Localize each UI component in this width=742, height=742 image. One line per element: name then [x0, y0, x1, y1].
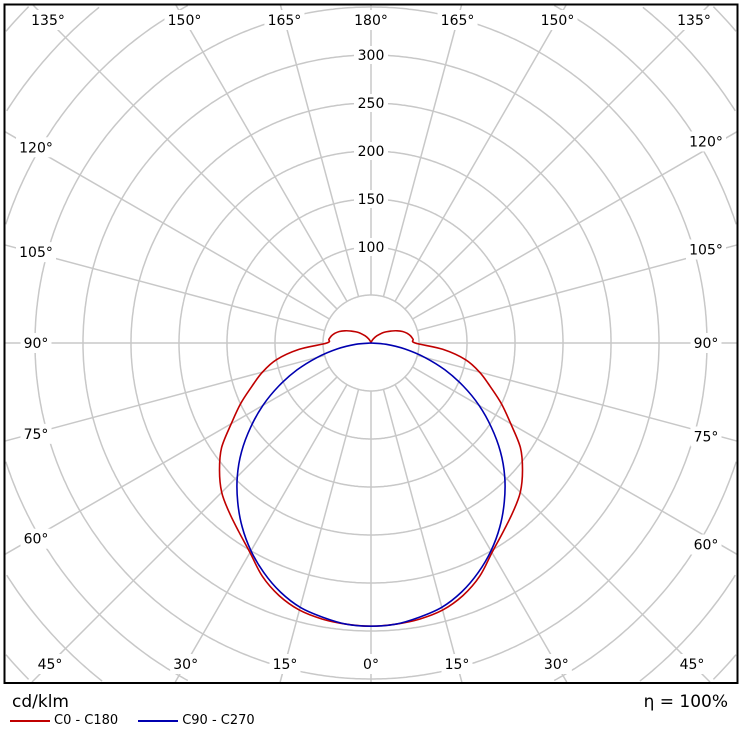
angle-label-30: 30°	[544, 657, 569, 673]
grid-circle-500	[5, 6, 737, 680]
radial-label-200: 200	[358, 144, 385, 160]
efficiency-label: η = 100%	[643, 692, 728, 712]
angle-label-bg	[690, 333, 722, 353]
angle-label-60: 60°	[24, 532, 49, 548]
angle-label-bg	[16, 242, 56, 263]
angle-label-bg	[676, 654, 708, 674]
plot-frame	[3, 3, 739, 684]
angle-label-90: 90°	[694, 336, 719, 352]
angle-label-bg	[20, 423, 52, 444]
grid-radial-30	[174, 384, 348, 683]
angle-label-180: 180°	[354, 13, 388, 29]
grid-radial-60	[4, 366, 330, 555]
angle-label-bg	[690, 534, 722, 555]
grid-radial-30	[394, 384, 568, 683]
angle-label-105: 105°	[19, 245, 53, 261]
grid-radial-45	[31, 376, 338, 683]
grid	[4, 4, 738, 683]
angle-label-bg	[20, 528, 52, 549]
angle-label-bg	[164, 10, 205, 30]
angle-label-bg	[20, 333, 52, 353]
angle-label-bg	[351, 10, 391, 30]
angle-label-135: 135°	[677, 13, 711, 29]
grid-radial-120	[4, 131, 330, 320]
grid-radial-150	[394, 4, 567, 302]
angle-label-bg	[34, 654, 66, 674]
legend-label-c0: C0 - C180	[54, 713, 119, 728]
grid-radial-75	[417, 354, 738, 442]
legend-item-c90: C90 - C270	[138, 713, 255, 728]
legend: C0 - C180 C90 - C270	[10, 713, 275, 728]
grid-radial-15	[279, 389, 360, 683]
grid-radial-165	[382, 4, 463, 297]
grid-radial-60	[412, 366, 738, 555]
angle-label-105: 105°	[689, 242, 723, 258]
legend-swatch-c90	[138, 719, 179, 722]
angle-label-150: 150°	[168, 13, 202, 29]
grid-radial-45	[404, 376, 711, 683]
angle-label-60: 60°	[694, 537, 719, 553]
angle-label-bg	[674, 10, 714, 30]
series-curve-c90-c270	[236, 342, 506, 628]
grid-radial-15	[382, 389, 463, 683]
angle-label-150: 150°	[541, 13, 575, 29]
grid-radial-135	[404, 4, 710, 310]
angle-label-bg	[686, 239, 726, 260]
angle-label-45: 45°	[680, 657, 705, 673]
grid-radial-105	[417, 244, 738, 332]
grid-circle-400	[5, 4, 737, 682]
radial-label-150: 150	[358, 192, 385, 208]
grid-radial-135	[32, 4, 338, 310]
angle-label-120: 120°	[19, 140, 53, 156]
grid-radial-165	[279, 4, 360, 297]
angle-label-165: 165°	[268, 13, 302, 29]
angle-label-75: 75°	[694, 430, 719, 446]
radial-label-300: 300	[358, 48, 385, 64]
angle-label-bg	[690, 426, 722, 447]
angle-label-15: 15°	[445, 657, 470, 673]
angle-label-bg	[540, 654, 572, 674]
angle-label-30: 30°	[173, 657, 198, 673]
angle-label-120: 120°	[689, 135, 723, 151]
angle-label-bg	[28, 10, 68, 30]
tick-labels: 0° 15° 15° 30° 30° 45° 45° 60° 60° 75° 75° 90° 90° 10…	[16, 10, 726, 674]
angle-label-135: 135°	[31, 13, 65, 29]
angle-label-0: 0°	[363, 657, 379, 673]
angle-label-90: 90°	[24, 336, 49, 352]
grid-circle-450	[6, 6, 736, 682]
radial-label-bg	[354, 190, 388, 208]
radial-label-bg	[354, 142, 388, 160]
radial-label-bg	[354, 46, 388, 64]
curves	[218, 329, 524, 628]
radial-label-bg	[354, 94, 388, 112]
legend-item-c0: C0 - C180	[10, 713, 118, 728]
grid-radial-150	[175, 4, 348, 302]
angle-label-bg	[170, 654, 202, 674]
grid-radial-105	[4, 244, 325, 332]
angle-label-75: 75°	[24, 427, 49, 443]
legend-swatch-c0	[10, 719, 50, 722]
unit-label: cd/klm	[12, 692, 69, 712]
angle-label-45: 45°	[38, 657, 63, 673]
angle-label-165: 165°	[441, 13, 475, 29]
angle-label-bg	[437, 10, 478, 30]
angle-label-bg	[269, 654, 301, 674]
angle-label-15: 15°	[273, 657, 298, 673]
angle-label-bg	[537, 10, 578, 30]
radial-label-250: 250	[358, 96, 385, 112]
radial-label-bg	[354, 238, 388, 256]
radial-label-100: 100	[358, 240, 385, 256]
angle-label-bg	[264, 10, 305, 30]
angle-label-bg	[686, 131, 726, 152]
grid-radial-120	[412, 131, 738, 320]
angle-label-bg	[360, 654, 382, 674]
angle-label-bg	[441, 654, 473, 674]
grid-radial-75	[4, 354, 325, 442]
angle-label-bg	[16, 137, 56, 158]
legend-label-c90: C90 - C270	[182, 713, 255, 728]
